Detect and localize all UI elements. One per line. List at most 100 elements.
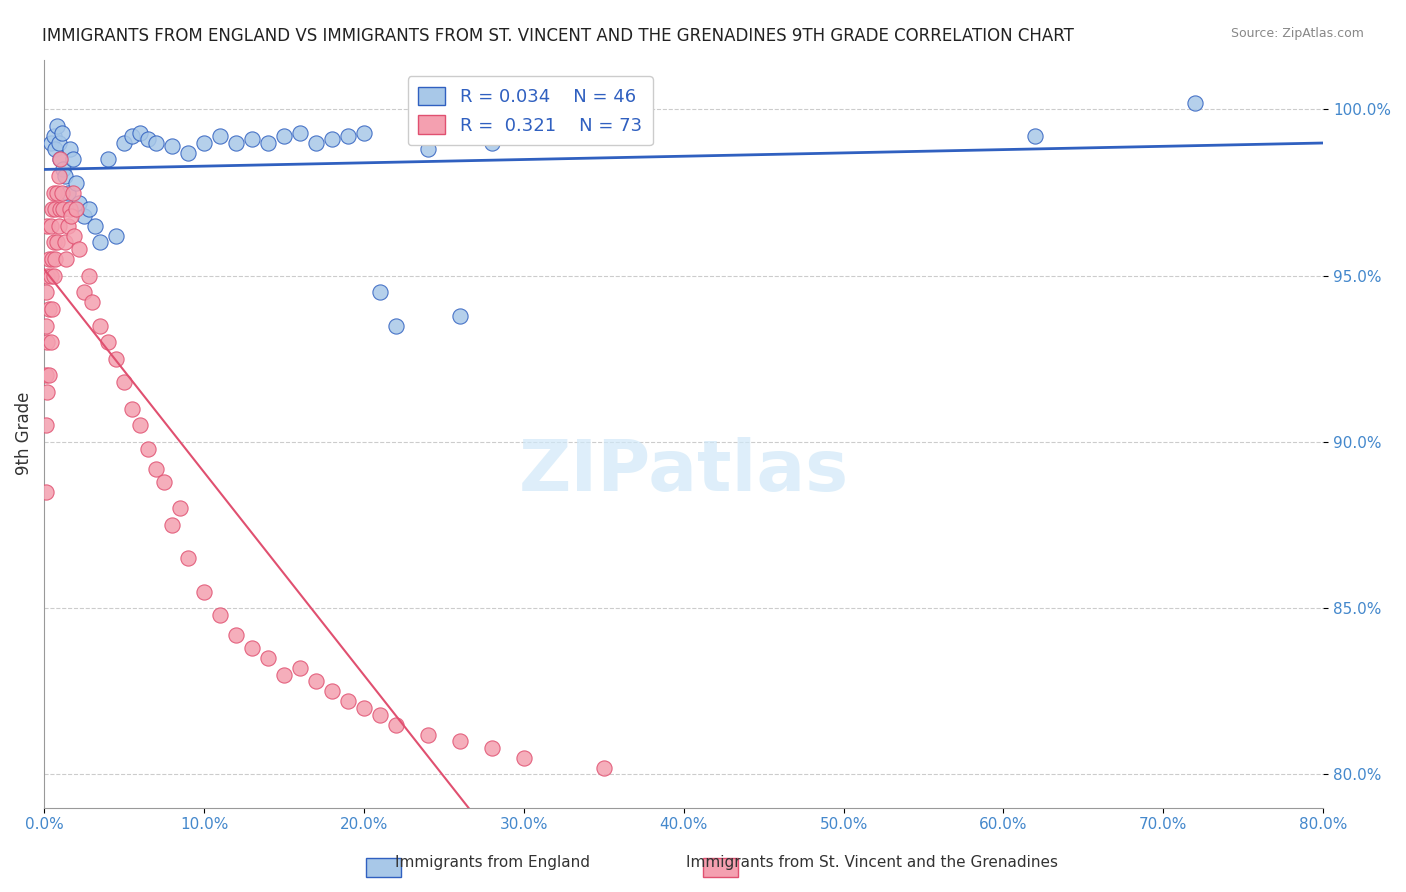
Point: [59, 142, 82, 156]
Point: [45, 235, 67, 250]
Point: [145, 461, 167, 475]
Text: Immigrants from England: Immigrants from England: [395, 855, 589, 870]
Point: [368, 707, 391, 722]
Point: [53, 235, 76, 250]
Point: [65, 176, 87, 190]
Point: [89, 318, 111, 333]
Point: [35, 368, 58, 383]
Point: [97, 153, 120, 167]
Point: [321, 684, 343, 698]
Point: [62, 153, 84, 167]
Point: [193, 584, 215, 599]
Point: [44, 142, 66, 156]
Point: [73, 209, 96, 223]
Point: [77, 268, 100, 283]
Point: [305, 136, 328, 150]
Point: [41, 202, 63, 217]
Point: [41, 301, 63, 316]
Point: [385, 717, 408, 731]
Point: [84, 219, 107, 233]
Point: [42, 268, 65, 283]
Point: [55, 252, 77, 266]
Point: [136, 442, 159, 456]
Point: [53, 169, 76, 183]
Point: [208, 607, 231, 622]
FancyBboxPatch shape: [366, 858, 401, 878]
Point: [56, 186, 79, 200]
Point: [39, 268, 62, 283]
Point: [592, 119, 614, 133]
Point: [160, 518, 183, 533]
Point: [63, 228, 86, 243]
Point: [67, 242, 90, 256]
Point: [35, 318, 58, 333]
Point: [42, 129, 65, 144]
Point: [89, 235, 111, 250]
Point: [449, 309, 471, 323]
Point: [67, 195, 90, 210]
Point: [288, 126, 311, 140]
Point: [336, 694, 359, 708]
Point: [513, 751, 536, 765]
Point: [51, 186, 73, 200]
Point: [56, 219, 79, 233]
Text: Immigrants from St. Vincent and the Grenadines: Immigrants from St. Vincent and the Gren…: [686, 855, 1057, 870]
Point: [177, 551, 200, 566]
Point: [38, 368, 60, 383]
Point: [49, 202, 72, 217]
Point: [112, 375, 135, 389]
Point: [353, 126, 375, 140]
Point: [225, 136, 247, 150]
Point: [62, 186, 84, 200]
Point: [37, 385, 59, 400]
Point: [257, 651, 280, 665]
Point: [80, 295, 103, 310]
Point: [35, 484, 58, 499]
Point: [257, 136, 280, 150]
Point: [65, 202, 87, 217]
Point: [48, 136, 70, 150]
Point: [37, 268, 59, 283]
Point: [52, 162, 75, 177]
Point: [37, 335, 59, 350]
Point: [353, 701, 375, 715]
Point: [129, 126, 152, 140]
Point: [481, 136, 503, 150]
Point: [129, 418, 152, 433]
Point: [42, 186, 65, 200]
Point: [177, 145, 200, 160]
Point: [105, 351, 128, 366]
Point: [35, 418, 58, 433]
Point: [305, 674, 328, 689]
Point: [44, 202, 66, 217]
Point: [1184, 95, 1206, 110]
Point: [416, 727, 439, 741]
Point: [145, 136, 167, 150]
Point: [385, 318, 408, 333]
FancyBboxPatch shape: [703, 858, 738, 878]
Point: [481, 740, 503, 755]
Point: [416, 142, 439, 156]
Point: [208, 129, 231, 144]
Point: [52, 202, 75, 217]
Point: [49, 153, 72, 167]
Point: [59, 202, 82, 217]
Point: [48, 169, 70, 183]
Point: [169, 501, 191, 516]
Point: [592, 761, 614, 775]
Point: [38, 301, 60, 316]
Point: [73, 285, 96, 300]
Point: [121, 401, 143, 416]
Legend: R = 0.034    N = 46, R =  0.321    N = 73: R = 0.034 N = 46, R = 0.321 N = 73: [408, 76, 652, 145]
Text: Source: ZipAtlas.com: Source: ZipAtlas.com: [1230, 27, 1364, 40]
Point: [112, 136, 135, 150]
Point: [153, 475, 176, 489]
Point: [48, 219, 70, 233]
Point: [60, 209, 83, 223]
Point: [160, 139, 183, 153]
Point: [42, 235, 65, 250]
Point: [45, 119, 67, 133]
Text: IMMIGRANTS FROM ENGLAND VS IMMIGRANTS FROM ST. VINCENT AND THE GRENADINES 9TH GR: IMMIGRANTS FROM ENGLAND VS IMMIGRANTS FR…: [42, 27, 1074, 45]
Point: [39, 219, 62, 233]
Point: [45, 186, 67, 200]
